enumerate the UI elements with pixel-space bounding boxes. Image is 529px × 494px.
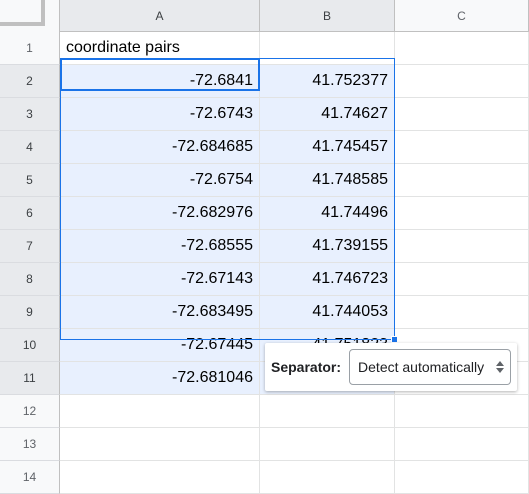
cell-b[interactable] bbox=[260, 461, 395, 494]
separator-dropdown-value: Detect automatically bbox=[358, 359, 485, 375]
cell-b[interactable]: 41.752377 bbox=[260, 65, 395, 98]
cell-b[interactable]: 41.746723 bbox=[260, 263, 395, 296]
cell-a[interactable] bbox=[60, 428, 260, 461]
cell-c[interactable] bbox=[395, 263, 529, 296]
cell-a[interactable] bbox=[60, 395, 260, 428]
cell-c[interactable] bbox=[395, 197, 529, 230]
select-all-corner[interactable] bbox=[0, 0, 60, 33]
split-text-separator-panel: Separator: Detect automatically bbox=[265, 343, 517, 391]
cell-c[interactable] bbox=[395, 131, 529, 164]
row-header[interactable]: 2 bbox=[0, 65, 60, 98]
cell-b[interactable]: 41.74627 bbox=[260, 98, 395, 131]
row-header[interactable]: 4 bbox=[0, 131, 60, 164]
cell-b[interactable]: 41.745457 bbox=[260, 131, 395, 164]
row-header[interactable]: 10 bbox=[0, 329, 60, 362]
cell-c[interactable] bbox=[395, 32, 529, 65]
row-header[interactable]: 13 bbox=[0, 428, 60, 461]
row-header[interactable]: 8 bbox=[0, 263, 60, 296]
cell-c[interactable] bbox=[395, 230, 529, 263]
row-header[interactable]: 9 bbox=[0, 296, 60, 329]
cell-c[interactable] bbox=[395, 65, 529, 98]
cell-b[interactable] bbox=[260, 32, 395, 65]
cell-c[interactable] bbox=[395, 164, 529, 197]
row-header[interactable]: 3 bbox=[0, 98, 60, 131]
cell-a[interactable]: -72.681046 bbox=[60, 362, 260, 395]
cell-c[interactable] bbox=[395, 428, 529, 461]
row-header[interactable]: 11 bbox=[0, 362, 60, 395]
row-header[interactable]: 5 bbox=[0, 164, 60, 197]
cell-b[interactable]: 41.739155 bbox=[260, 230, 395, 263]
up-down-arrows-icon bbox=[496, 361, 504, 373]
cell-c[interactable] bbox=[395, 296, 529, 329]
row-header[interactable]: 6 bbox=[0, 197, 60, 230]
cell-a[interactable]: coordinate pairs bbox=[60, 32, 260, 65]
cell-a[interactable]: -72.67143 bbox=[60, 263, 260, 296]
cell-b[interactable]: 41.744053 bbox=[260, 296, 395, 329]
separator-label: Separator: bbox=[271, 359, 342, 375]
cell-b[interactable] bbox=[260, 428, 395, 461]
cell-a[interactable]: -72.6754 bbox=[60, 164, 260, 197]
cell-b[interactable]: 41.74496 bbox=[260, 197, 395, 230]
cell-c[interactable] bbox=[395, 98, 529, 131]
row-header[interactable]: 12 bbox=[0, 395, 60, 428]
separator-dropdown[interactable]: Detect automatically bbox=[349, 349, 511, 385]
cell-a[interactable]: -72.68555 bbox=[60, 230, 260, 263]
fill-handle[interactable] bbox=[391, 336, 398, 343]
row-header[interactable]: 1 bbox=[0, 32, 60, 65]
row-header[interactable]: 14 bbox=[0, 461, 60, 494]
cell-c[interactable] bbox=[395, 461, 529, 494]
cell-a[interactable]: -72.6743 bbox=[60, 98, 260, 131]
column-header-c[interactable]: C bbox=[395, 0, 529, 32]
cell-b[interactable] bbox=[260, 395, 395, 428]
cell-a[interactable]: -72.67445 bbox=[60, 329, 260, 362]
row-header[interactable]: 7 bbox=[0, 230, 60, 263]
cell-a[interactable]: -72.684685 bbox=[60, 131, 260, 164]
cell-a[interactable]: -72.682976 bbox=[60, 197, 260, 230]
column-header-b[interactable]: B bbox=[260, 0, 395, 32]
cell-a[interactable]: -72.6841 bbox=[60, 65, 260, 98]
cell-a[interactable] bbox=[60, 461, 260, 494]
cell-c[interactable] bbox=[395, 395, 529, 428]
column-header-a[interactable]: A bbox=[60, 0, 260, 32]
cell-b[interactable]: 41.748585 bbox=[260, 164, 395, 197]
cell-a[interactable]: -72.683495 bbox=[60, 296, 260, 329]
